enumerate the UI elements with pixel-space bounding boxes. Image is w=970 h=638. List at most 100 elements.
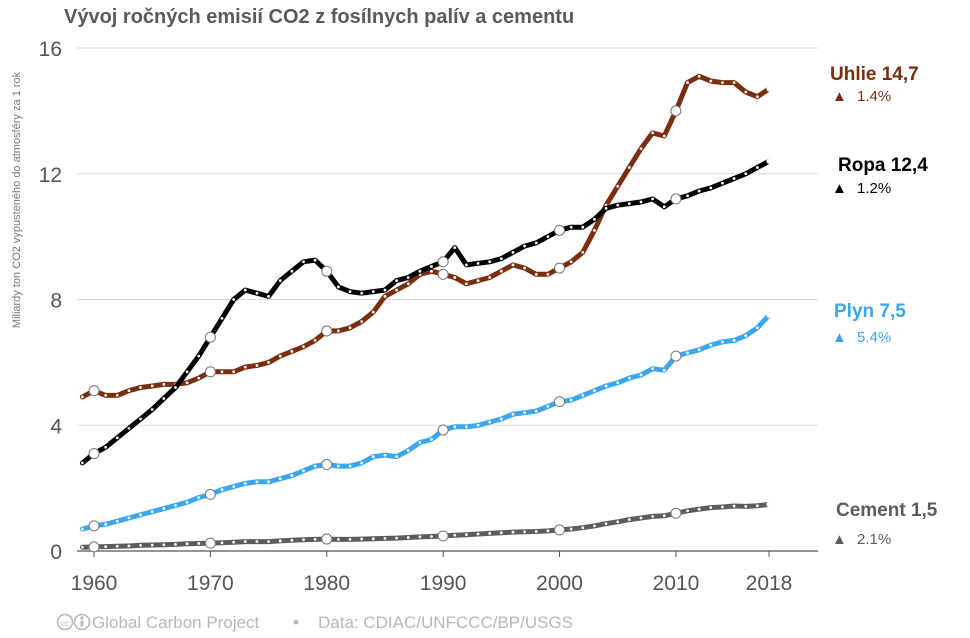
x-tick-1990: 1990 xyxy=(420,572,467,595)
marker-ropa-1960 xyxy=(88,448,100,460)
point-cement-2007 xyxy=(639,516,643,520)
point-ropa-2007 xyxy=(639,200,643,204)
point-plyn-1974 xyxy=(255,480,259,484)
point-ropa-2011 xyxy=(686,194,689,198)
point-uhlie-1987 xyxy=(406,282,410,286)
point-cement-2009 xyxy=(662,514,666,518)
point-cement-1986 xyxy=(395,536,398,540)
point-plyn-2016 xyxy=(744,334,748,338)
point-ropa-1984 xyxy=(371,290,375,294)
point-uhlie-2017 xyxy=(755,95,759,99)
point-cement-1959 xyxy=(80,545,84,549)
y-tick-16: 16 xyxy=(39,38,62,61)
point-cement-1969 xyxy=(197,542,201,545)
point-ropa-1964 xyxy=(139,417,142,421)
point-uhlie-1966 xyxy=(162,382,166,386)
label-ropa-change: 1.2% xyxy=(857,180,891,197)
point-ropa-2008 xyxy=(651,197,655,201)
point-uhlie-1994 xyxy=(488,276,492,279)
point-plyn-1969 xyxy=(197,496,201,499)
point-cement-1968 xyxy=(185,542,189,546)
point-uhlie-1974 xyxy=(255,364,259,367)
point-uhlie-1985 xyxy=(383,294,387,298)
point-plyn-1964 xyxy=(139,513,142,517)
point-uhlie-1959 xyxy=(80,395,84,399)
point-ropa-1968 xyxy=(185,370,189,374)
point-cement-1984 xyxy=(371,537,375,541)
point-cement-1992 xyxy=(465,533,468,537)
point-cement-2012 xyxy=(697,507,701,511)
footer-source: Data: CDIAC/UNFCCC/BP/USGS xyxy=(318,613,573,632)
point-ropa-1997 xyxy=(523,244,527,248)
point-ropa-1963 xyxy=(127,426,131,430)
marker-plyn-1990 xyxy=(437,424,449,436)
point-cement-1966 xyxy=(162,543,166,547)
point-uhlie-1983 xyxy=(360,320,364,323)
marker-cement-1980 xyxy=(321,533,333,545)
point-cement-1962 xyxy=(115,544,119,548)
point-uhlie-1981 xyxy=(336,329,340,333)
point-uhlie-1973 xyxy=(243,365,247,369)
label-uhlie-title: Uhlie 14,7 xyxy=(830,64,919,85)
marker-plyn-1960 xyxy=(88,520,100,532)
point-ropa-1987 xyxy=(406,276,410,279)
point-cement-1975 xyxy=(267,540,270,543)
point-uhlie-2003 xyxy=(593,228,596,232)
point-plyn-1982 xyxy=(348,464,352,468)
point-cement-1995 xyxy=(499,531,503,535)
point-uhlie-2012 xyxy=(697,74,701,78)
point-cement-2018 xyxy=(766,501,772,508)
point-plyn-1975 xyxy=(267,480,270,484)
point-ropa-1994 xyxy=(488,260,492,264)
point-uhlie-2014 xyxy=(721,81,724,84)
label-uhlie: Uhlie 14,7 ▲ 1.4% xyxy=(830,64,919,105)
point-ropa-2014 xyxy=(721,181,724,185)
point-uhlie-2011 xyxy=(686,81,689,84)
point-plyn-1959 xyxy=(80,527,84,531)
point-cement-2011 xyxy=(686,509,689,513)
point-plyn-1996 xyxy=(511,412,515,416)
point-plyn-1978 xyxy=(302,469,305,473)
point-plyn-1984 xyxy=(371,455,375,459)
marker-ropa-1970 xyxy=(204,331,216,343)
point-uhlie-2013 xyxy=(709,79,713,83)
point-uhlie-1963 xyxy=(127,389,131,393)
series-cement xyxy=(79,501,772,553)
y-tick-labels: 0 4 8 12 16 xyxy=(39,38,63,564)
marker-ropa-1980 xyxy=(321,265,333,277)
point-uhlie-2018 xyxy=(766,86,772,92)
marker-plyn-1970 xyxy=(204,488,216,500)
point-plyn-1997 xyxy=(523,411,527,415)
point-plyn-1973 xyxy=(243,482,247,485)
point-plyn-2013 xyxy=(709,343,713,347)
footer-credit: Global Carbon Project xyxy=(92,613,260,632)
point-cement-1989 xyxy=(430,535,433,538)
point-uhlie-1989 xyxy=(430,269,433,273)
point-ropa-2003 xyxy=(593,217,596,221)
point-plyn-1966 xyxy=(162,507,166,510)
creative-commons-icon: cc xyxy=(56,613,74,631)
point-ropa-1975 xyxy=(267,294,270,298)
point-ropa-1971 xyxy=(220,316,224,320)
point-ropa-1982 xyxy=(348,290,352,294)
label-cement-arrow-icon: ▲ xyxy=(832,531,847,548)
point-plyn-2004 xyxy=(604,384,608,388)
x-tick-2010: 2010 xyxy=(653,572,700,595)
point-plyn-2005 xyxy=(616,381,620,385)
point-plyn-1968 xyxy=(185,500,189,504)
point-ropa-1986 xyxy=(395,279,398,283)
point-plyn-1983 xyxy=(360,461,364,465)
marker-uhlie-1970 xyxy=(204,366,216,378)
point-plyn-2002 xyxy=(581,393,585,397)
point-cement-2014 xyxy=(721,505,724,509)
point-cement-1996 xyxy=(511,530,515,534)
point-plyn-1972 xyxy=(232,485,236,488)
point-plyn-2012 xyxy=(697,348,701,352)
point-cement-2005 xyxy=(616,520,620,524)
point-uhlie-2015 xyxy=(732,81,736,84)
point-plyn-2018 xyxy=(766,312,772,318)
point-cement-1976 xyxy=(278,539,282,543)
point-ropa-1962 xyxy=(115,436,119,440)
point-cement-2004 xyxy=(604,522,608,526)
marker-uhlie-2000 xyxy=(554,262,566,274)
